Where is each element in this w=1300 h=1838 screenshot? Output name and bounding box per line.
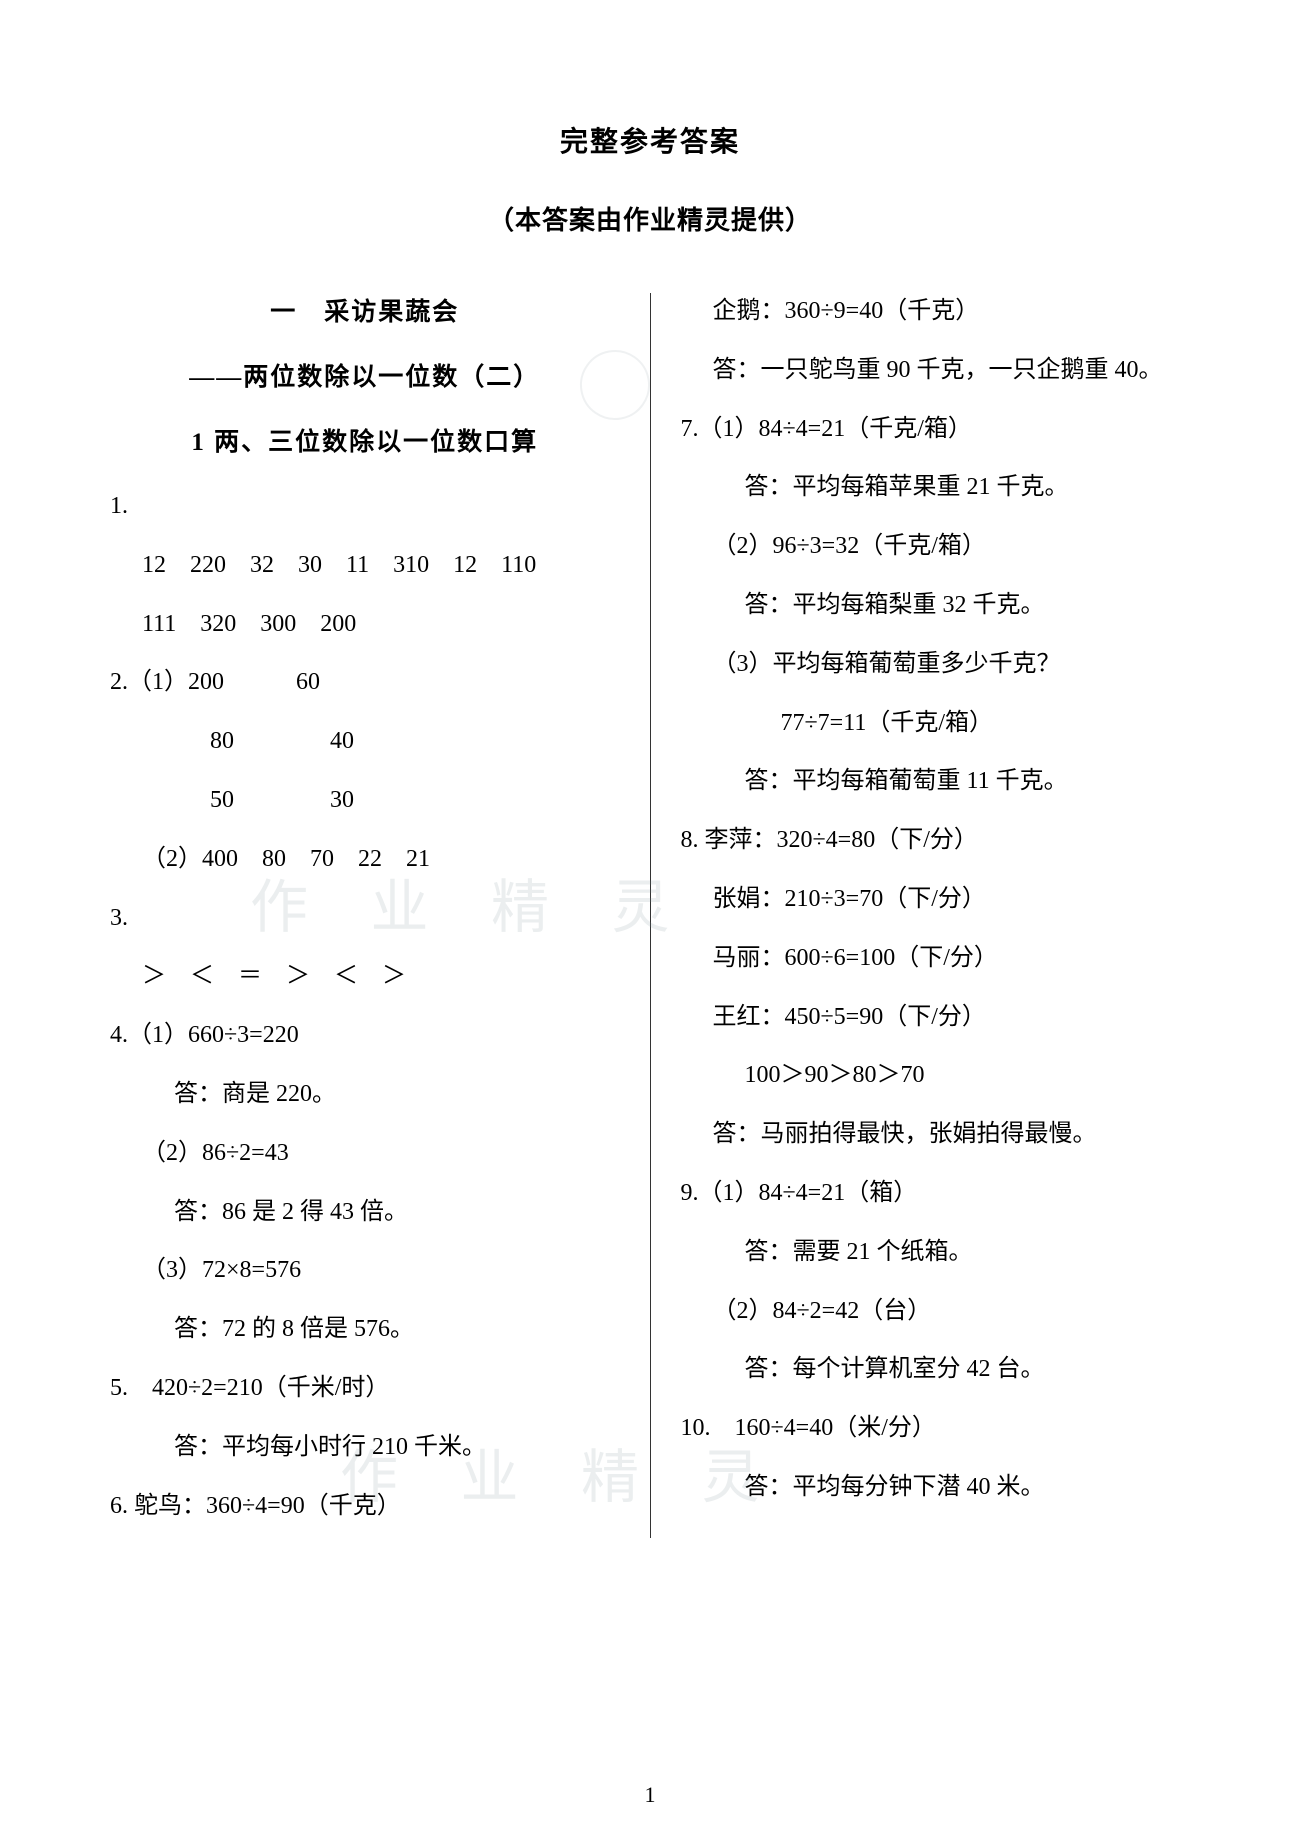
section-heading-1: 一 采访果蔬会 [110, 285, 620, 340]
right-column: 企鹅：360÷9=40（千克） 答：一只鸵鸟重 90 千克，一只企鹅重 40。 … [651, 285, 1191, 1538]
q5: 5. 420÷2=210（千米/时） [110, 1362, 620, 1415]
q9-1a: 答：需要 21 个纸箱。 [681, 1226, 1191, 1279]
q7-3a: 答：平均每箱葡萄重 11 千克。 [681, 755, 1191, 808]
q9-2: （2）84÷2=42（台） [681, 1285, 1191, 1338]
q1-row1: 12 220 32 30 11 310 12 110 [110, 539, 620, 592]
q4-3: （3）72×8=576 [110, 1244, 620, 1297]
q2-label: 2.（1）200 60 [110, 656, 620, 709]
q5-a: 答：平均每小时行 210 千米。 [110, 1421, 620, 1474]
q8-4: 王红：450÷5=90（下/分） [681, 991, 1191, 1044]
q7-3: （3）平均每箱葡萄重多少千克？ [681, 638, 1191, 691]
q8: 8. 李萍：320÷4=80（下/分） [681, 814, 1191, 867]
q9-1: 9.（1）84÷4=21（箱） [681, 1167, 1191, 1220]
q10: 10. 160÷4=40（米/分） [681, 1402, 1191, 1455]
q7-2: （2）96÷3=32（千克/箱） [681, 520, 1191, 573]
q3-row1: ＞ ＜ ＝ ＞ ＜ ＞ [110, 950, 620, 1003]
r1-a: 答：一只鸵鸟重 90 千克，一只企鹅重 40。 [681, 344, 1191, 397]
q9-2a: 答：每个计算机室分 42 台。 [681, 1343, 1191, 1396]
section-heading-3: 1 两、三位数除以一位数口算 [110, 415, 620, 470]
q2-row3: 50 30 [110, 774, 620, 827]
q4-a2: 答：86 是 2 得 43 倍。 [110, 1186, 620, 1239]
page-number: 1 [0, 1782, 1300, 1808]
q8-2: 张娟：210÷3=70（下/分） [681, 873, 1191, 926]
q4-a3: 答：72 的 8 倍是 576。 [110, 1303, 620, 1356]
q8-5: 100＞90＞80＞70 [681, 1049, 1191, 1102]
page-title: 完整参考答案 [110, 120, 1190, 160]
left-column: 一 采访果蔬会 ——两位数除以一位数（二） 1 两、三位数除以一位数口算 1. … [110, 285, 650, 1538]
q1-row2: 111 320 300 200 [110, 598, 620, 651]
q2-row2: 80 40 [110, 715, 620, 768]
q7-3b: 77÷7=11（千克/箱） [681, 697, 1191, 750]
page-subtitle: （本答案由作业精灵提供） [110, 200, 1190, 237]
q4-2: （2）86÷2=43 [110, 1127, 620, 1180]
q3-label: 3. [110, 892, 620, 945]
content-columns: 一 采访果蔬会 ——两位数除以一位数（二） 1 两、三位数除以一位数口算 1. … [110, 285, 1190, 1538]
q7-2a: 答：平均每箱梨重 32 千克。 [681, 579, 1191, 632]
q8-3: 马丽：600÷6=100（下/分） [681, 932, 1191, 985]
section-heading-2: ——两位数除以一位数（二） [110, 350, 620, 405]
q1-label: 1. [110, 480, 620, 533]
q10-a: 答：平均每分钟下潜 40 米。 [681, 1461, 1191, 1514]
q8-a: 答：马丽拍得最快，张娟拍得最慢。 [681, 1108, 1191, 1161]
q4-a1: 答：商是 220。 [110, 1068, 620, 1121]
q6: 6. 鸵鸟：360÷4=90（千克） [110, 1480, 620, 1533]
r1: 企鹅：360÷9=40（千克） [681, 285, 1191, 338]
q4-1: 4.（1）660÷3=220 [110, 1009, 620, 1062]
q2-row4: （2）400 80 70 22 21 [110, 833, 620, 886]
q7-1a: 答：平均每箱苹果重 21 千克。 [681, 461, 1191, 514]
q7-1: 7.（1）84÷4=21（千克/箱） [681, 403, 1191, 456]
